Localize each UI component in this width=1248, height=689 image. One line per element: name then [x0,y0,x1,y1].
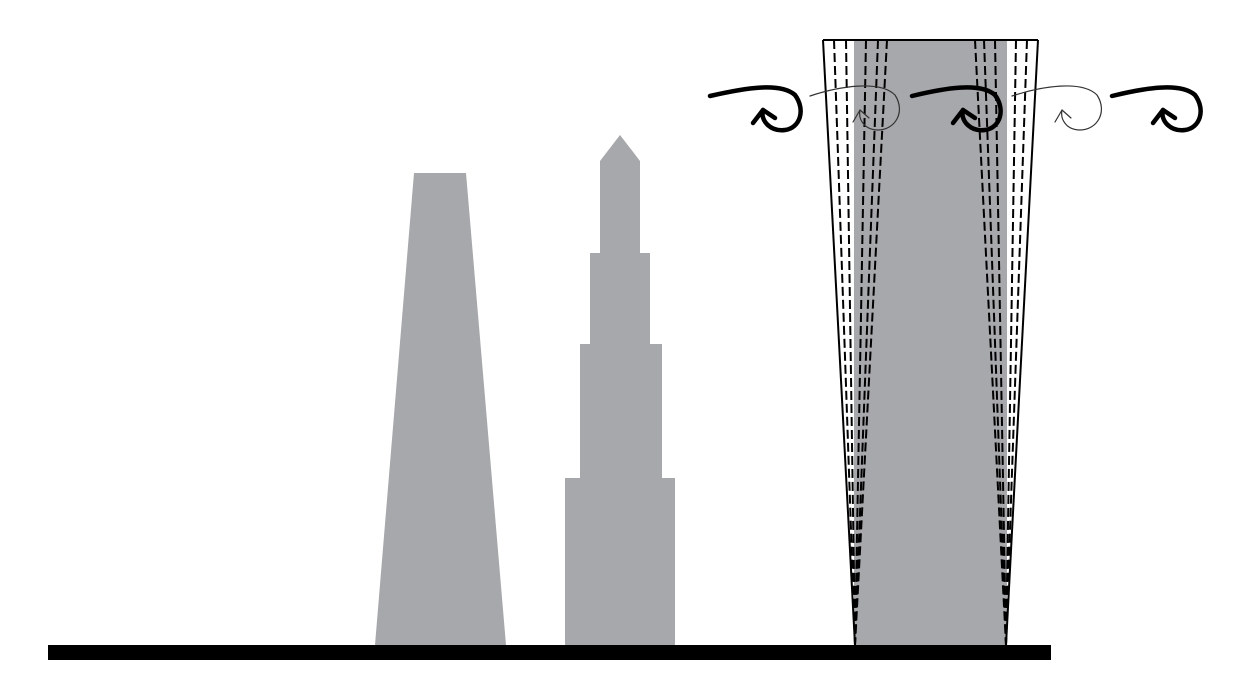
vortex-5 [1109,85,1203,133]
prismatic-tower [854,40,1007,645]
envelope-right-dash-1 [1005,39,1028,646]
envelope-left-solid [822,39,856,646]
vortex-2 [809,85,900,131]
envelope-right-solid [1005,39,1039,646]
envelope-right-dash-4 [983,39,1007,646]
vortex-4 [1011,85,1102,131]
envelope-left-dash-4 [854,39,879,646]
envelope-right-dash-3 [994,39,1007,646]
vortex-1 [707,85,803,133]
tapered-tower [375,173,506,645]
envelope-left-dash-2 [845,39,856,646]
vortex-3 [909,85,1003,133]
envelope-left-dash-3 [854,39,867,646]
setback-tower [565,135,675,645]
envelope-right-dash-2 [1005,39,1017,646]
envelope-left-dash-5 [854,39,888,646]
envelope-right-dash-5 [974,39,1007,646]
ground-line [48,645,1051,660]
sway-envelope [822,39,1039,646]
envelope-left-dash-1 [833,39,856,646]
